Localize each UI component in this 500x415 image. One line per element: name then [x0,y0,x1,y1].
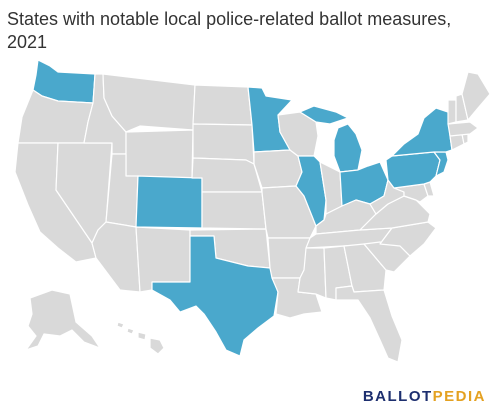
state-florida [335,285,403,363]
state-colorado [135,175,203,229]
state-hawaii [116,321,165,355]
state-vermont [447,99,457,125]
state-new-york [391,107,453,157]
state-texas [151,235,279,357]
state-massachusetts [447,121,479,137]
state-nebraska [191,157,263,193]
state-alaska [25,289,101,351]
ballotpedia-logo: BALLOTPEDIA [363,388,486,405]
logo-part-2: PEDIA [432,388,486,405]
state-north-dakota [192,84,253,126]
logo-part-1: BALLOT [362,388,433,405]
state-wyoming [125,129,194,179]
state-iowa [253,149,303,189]
map-title: States with notable local police-related… [7,9,452,52]
state-maine [461,71,491,121]
state-kansas [201,191,267,230]
state-pennsylvania [385,151,441,189]
state-arizona [91,221,141,293]
